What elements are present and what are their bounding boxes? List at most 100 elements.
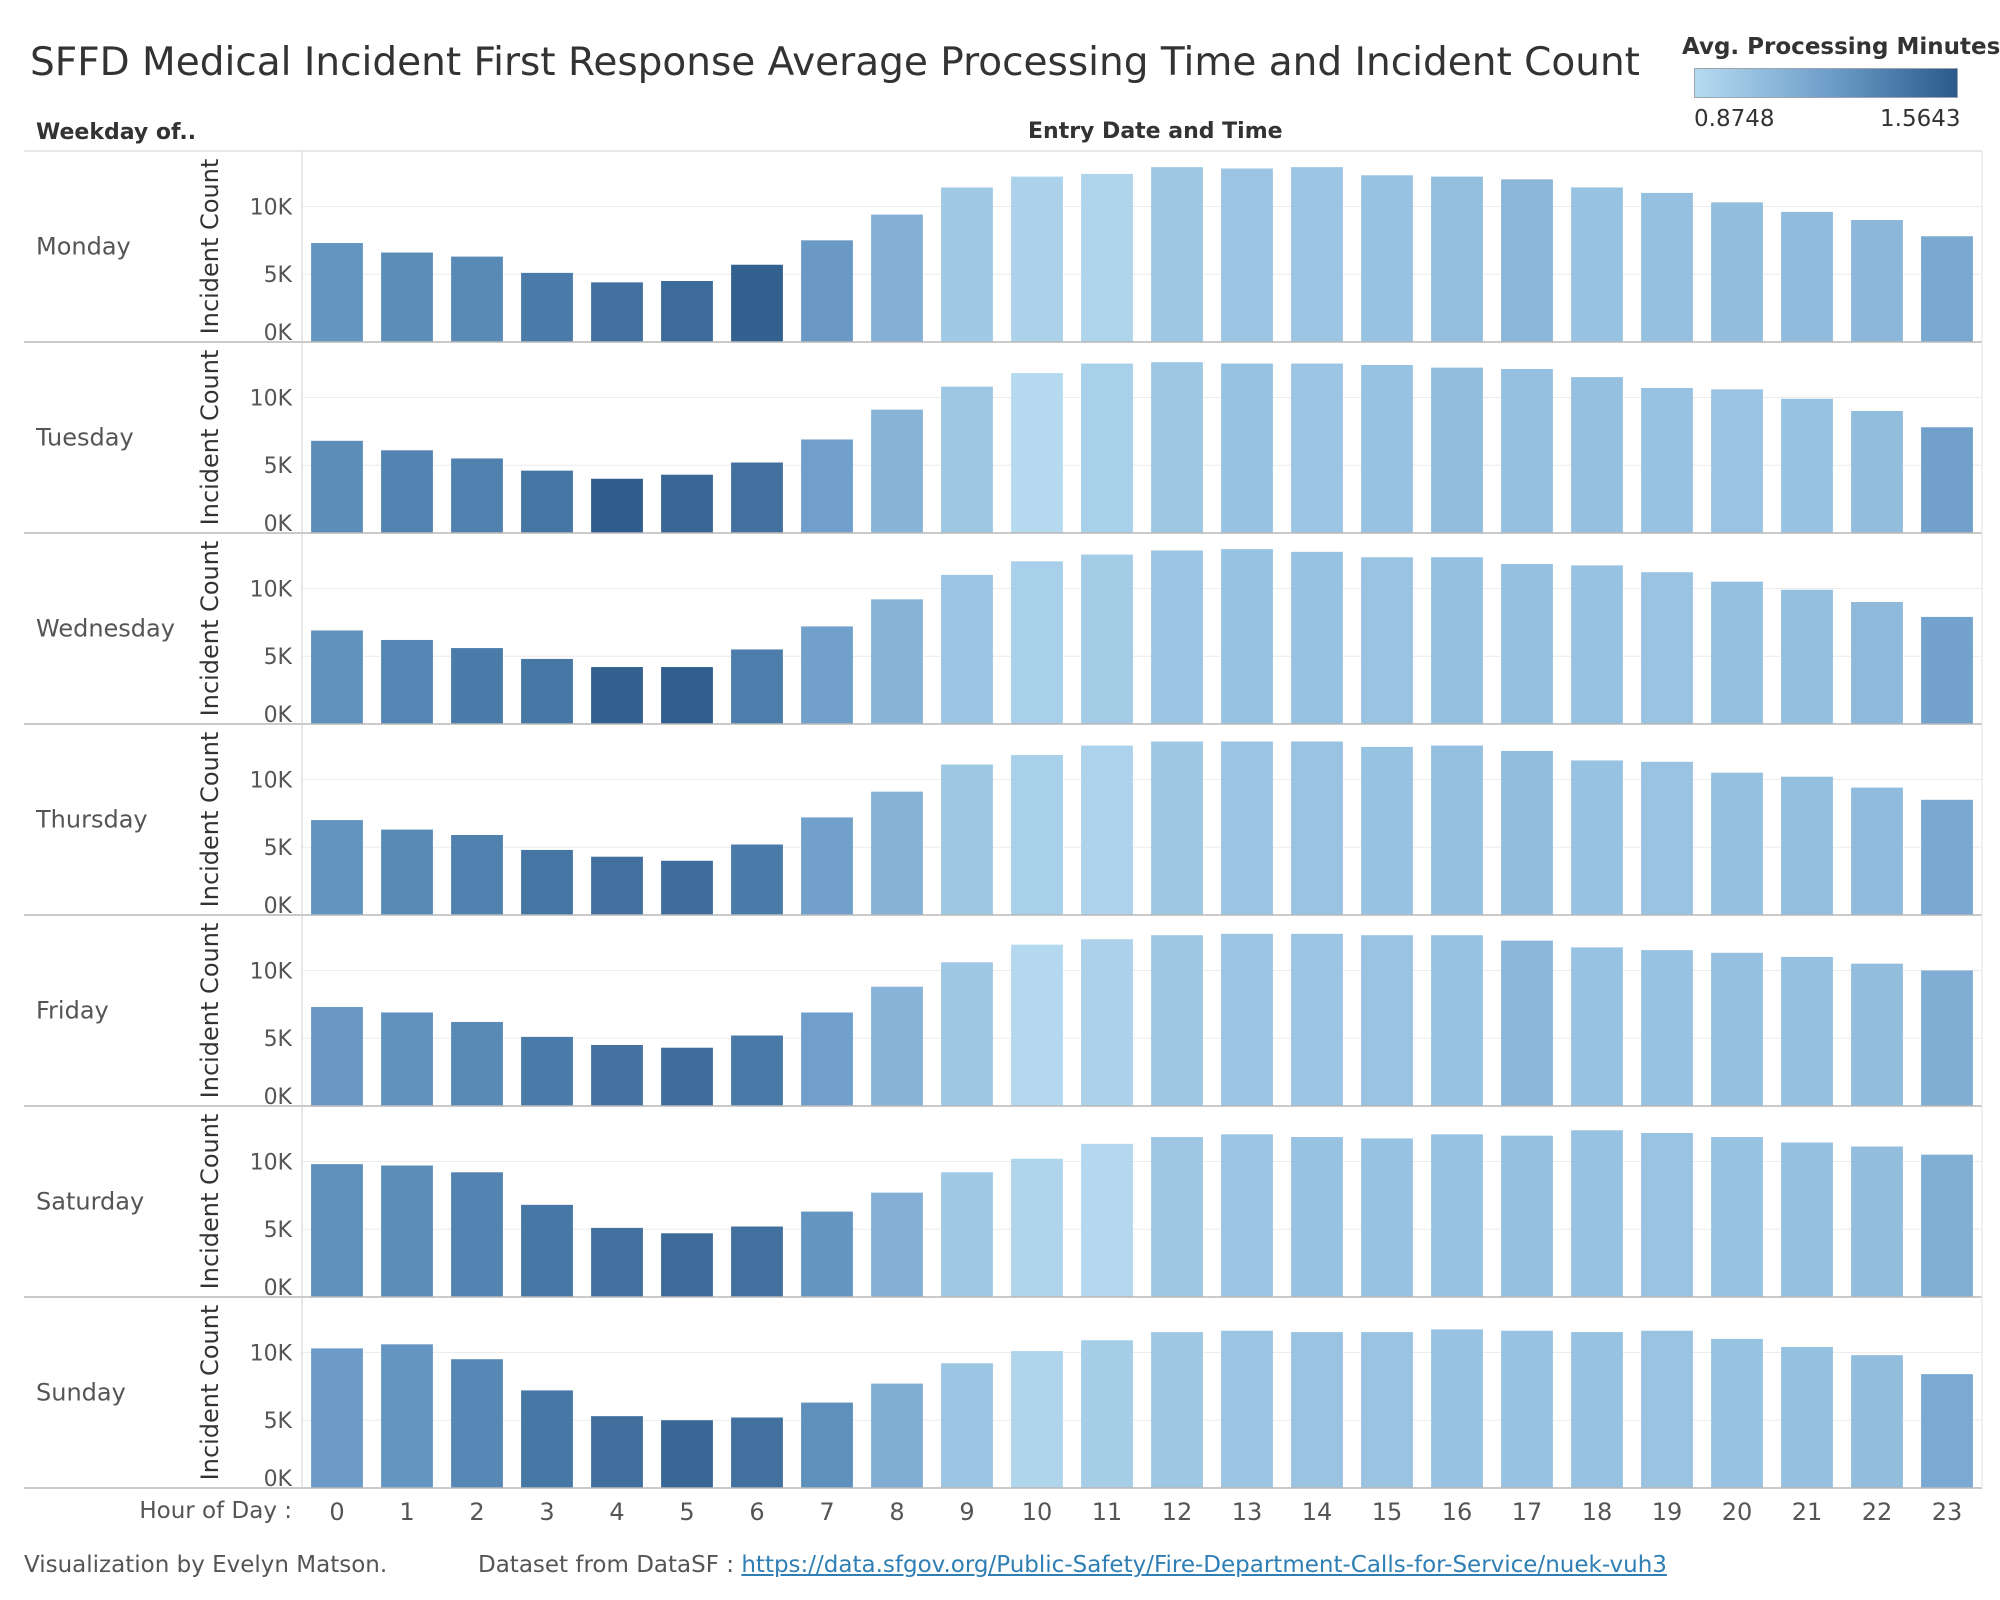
bar-tuesday-14 <box>1291 363 1343 533</box>
bar-saturday-18 <box>1571 1130 1623 1297</box>
bar-monday-23 <box>1921 236 1973 342</box>
bar-friday-0 <box>311 1007 363 1106</box>
bar-sunday-10 <box>1011 1351 1063 1488</box>
bar-thursday-21 <box>1781 776 1833 915</box>
bar-wednesday-9 <box>941 574 993 724</box>
bar-tuesday-21 <box>1781 398 1833 533</box>
bar-saturday-17 <box>1501 1135 1553 1297</box>
bar-wednesday-11 <box>1081 554 1133 724</box>
bar-thursday-5 <box>661 860 713 915</box>
x-tick-label: 15 <box>1372 1498 1403 1526</box>
x-tick-label: 23 <box>1932 1498 1963 1526</box>
bar-monday-22 <box>1851 220 1903 342</box>
bar-monday-1 <box>381 252 433 342</box>
bar-tuesday-15 <box>1361 364 1413 533</box>
x-tick-label: 17 <box>1512 1498 1543 1526</box>
bar-saturday-10 <box>1011 1158 1063 1297</box>
y-axis-title: Incident Count <box>196 732 224 908</box>
bar-thursday-13 <box>1221 741 1273 915</box>
bar-tuesday-4 <box>591 478 643 533</box>
x-tick-label: 4 <box>609 1498 624 1526</box>
bar-wednesday-22 <box>1851 602 1903 724</box>
y-tick-label: 5K <box>264 836 293 861</box>
bar-sunday-22 <box>1851 1355 1903 1488</box>
bar-saturday-7 <box>801 1211 853 1297</box>
y-tick-label: 5K <box>264 1027 293 1052</box>
y-axis-title: Incident Count <box>196 159 224 335</box>
bar-sunday-5 <box>661 1420 713 1488</box>
bar-tuesday-19 <box>1641 387 1693 533</box>
bar-friday-2 <box>451 1021 503 1106</box>
weekday-label: Tuesday <box>35 424 134 452</box>
x-tick-label: 13 <box>1232 1498 1263 1526</box>
bar-thursday-20 <box>1711 772 1763 915</box>
bar-friday-11 <box>1081 939 1133 1106</box>
bar-saturday-15 <box>1361 1138 1413 1297</box>
x-tick-label: 5 <box>679 1498 694 1526</box>
y-axis-title: Incident Count <box>196 350 224 526</box>
bar-saturday-6 <box>731 1226 783 1297</box>
y-axis-title: Incident Count <box>196 923 224 1099</box>
bar-monday-18 <box>1571 187 1623 342</box>
bar-wednesday-8 <box>871 599 923 724</box>
bar-friday-8 <box>871 986 923 1106</box>
bar-wednesday-5 <box>661 667 713 724</box>
bar-wednesday-1 <box>381 639 433 724</box>
x-tick-label: 3 <box>539 1498 554 1526</box>
bar-saturday-23 <box>1921 1154 1973 1297</box>
bar-monday-4 <box>591 282 643 342</box>
bar-friday-1 <box>381 1012 433 1106</box>
x-tick-label: 7 <box>819 1498 834 1526</box>
weekday-label: Thursday <box>35 806 148 834</box>
bar-thursday-14 <box>1291 741 1343 915</box>
bar-friday-23 <box>1921 970 1973 1106</box>
bar-wednesday-12 <box>1151 550 1203 724</box>
x-tick-label: 6 <box>749 1498 764 1526</box>
bar-thursday-22 <box>1851 787 1903 915</box>
bar-saturday-22 <box>1851 1146 1903 1297</box>
x-tick-label: 21 <box>1792 1498 1823 1526</box>
bar-tuesday-13 <box>1221 363 1273 533</box>
legend-min-label: 0.8748 <box>1694 106 1775 132</box>
bar-wednesday-20 <box>1711 581 1763 724</box>
bar-tuesday-2 <box>451 458 503 533</box>
bar-wednesday-16 <box>1431 557 1483 724</box>
x-axis-title: Hour of Day : <box>139 1498 292 1524</box>
y-tick-label: 10K <box>250 577 293 602</box>
bar-friday-13 <box>1221 933 1273 1106</box>
bar-monday-19 <box>1641 192 1693 342</box>
dataset-link[interactable]: https://data.sfgov.org/Public-Safety/Fir… <box>741 1552 1667 1578</box>
bar-wednesday-2 <box>451 648 503 724</box>
bar-monday-15 <box>1361 175 1413 342</box>
bar-thursday-1 <box>381 829 433 915</box>
bar-wednesday-14 <box>1291 551 1343 724</box>
bar-sunday-0 <box>311 1348 363 1488</box>
footer-credit: Visualization by Evelyn Matson. <box>24 1552 388 1578</box>
bar-friday-17 <box>1501 940 1553 1106</box>
legend-title: Avg. Processing Minutes <box>1682 34 2000 60</box>
bar-sunday-9 <box>941 1363 993 1488</box>
bar-sunday-3 <box>521 1390 573 1488</box>
bar-tuesday-16 <box>1431 367 1483 533</box>
bar-sunday-12 <box>1151 1332 1203 1488</box>
bar-wednesday-15 <box>1361 557 1413 724</box>
bar-thursday-10 <box>1011 755 1063 915</box>
bar-sunday-20 <box>1711 1338 1763 1488</box>
bar-monday-9 <box>941 187 993 342</box>
bar-saturday-1 <box>381 1165 433 1297</box>
y-tick-label: 10K <box>250 1150 293 1175</box>
bar-sunday-14 <box>1291 1332 1343 1488</box>
bar-sunday-23 <box>1921 1374 1973 1488</box>
bar-sunday-7 <box>801 1402 853 1488</box>
legend-max-label: 1.5643 <box>1880 106 1961 132</box>
x-tick-label: 8 <box>889 1498 904 1526</box>
bar-monday-5 <box>661 281 713 342</box>
row-header-weekday: Weekday of.. <box>36 120 197 145</box>
bar-thursday-4 <box>591 856 643 915</box>
column-header-entry-date: Entry Date and Time <box>1028 119 1283 144</box>
bar-wednesday-10 <box>1011 561 1063 724</box>
bar-monday-10 <box>1011 176 1063 342</box>
bar-wednesday-3 <box>521 658 573 724</box>
bar-monday-21 <box>1781 211 1833 342</box>
bar-tuesday-12 <box>1151 362 1203 533</box>
